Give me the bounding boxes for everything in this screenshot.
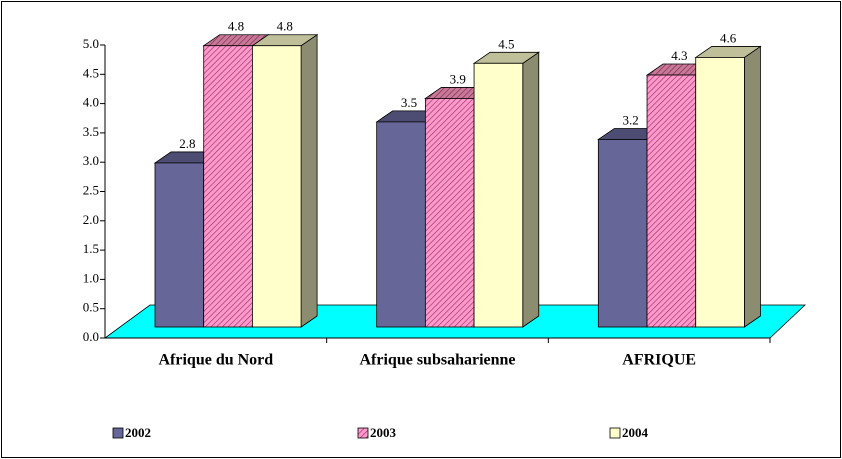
x-tick-label: Afrique du Nord — [158, 352, 273, 369]
legend-label: 2003 — [370, 425, 397, 440]
data-label: 2.8 — [179, 136, 195, 151]
bar-side — [522, 51, 540, 328]
data-label: 4.5 — [498, 36, 514, 51]
legend-swatch — [112, 427, 124, 439]
y-tick-label: 0.0 — [83, 329, 99, 344]
y-tick-label: 0.5 — [83, 300, 99, 315]
bar — [424, 98, 475, 328]
x-tick-label: AFRIQUE — [622, 352, 696, 369]
data-label: 4.8 — [277, 19, 293, 34]
y-tick-label: 4.5 — [83, 65, 99, 80]
legend-swatch — [357, 427, 369, 439]
data-label: 3.5 — [401, 95, 417, 110]
bar-side — [300, 33, 318, 328]
y-tick-label: 2.0 — [83, 212, 99, 227]
y-tick-label: 2.5 — [83, 182, 99, 197]
legend-label: 2004 — [622, 425, 649, 440]
data-label: 3.2 — [623, 112, 639, 127]
data-label: 4.3 — [671, 48, 687, 63]
bar-side — [744, 45, 761, 328]
y-tick-label: 5.0 — [83, 36, 99, 51]
data-label: 4.6 — [720, 30, 737, 45]
y-tick-label: 4.0 — [83, 95, 99, 110]
x-tick-label: Afrique subsaharienne — [359, 352, 515, 369]
legend-swatch — [609, 427, 621, 439]
bar — [154, 162, 205, 328]
bar — [251, 45, 302, 328]
y-tick-label: 3.0 — [83, 153, 99, 168]
y-tick-label: 1.0 — [83, 270, 99, 285]
bar — [376, 121, 426, 328]
bar — [473, 62, 524, 328]
data-label: 4.8 — [228, 19, 244, 34]
bar — [203, 45, 253, 328]
bar — [646, 74, 697, 328]
bar — [597, 139, 648, 328]
data-label: 3.9 — [450, 71, 466, 86]
bar — [695, 57, 745, 328]
legend-label: 2002 — [125, 425, 151, 440]
y-tick-label: 1.5 — [83, 241, 99, 256]
y-tick-label: 3.5 — [83, 124, 99, 139]
